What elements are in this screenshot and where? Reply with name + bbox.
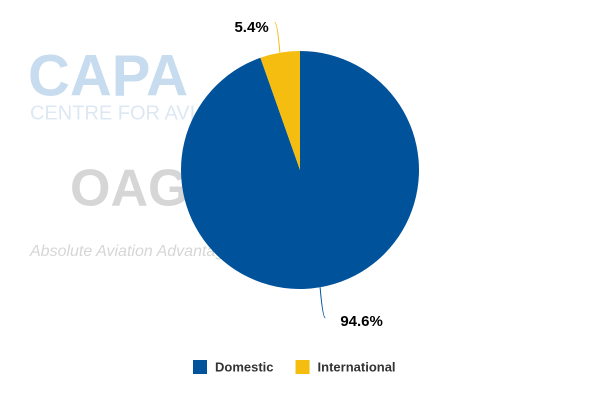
leader-line	[319, 287, 326, 319]
data-label: 94.6%	[340, 313, 383, 330]
legend-swatch	[295, 360, 310, 374]
legend-swatch	[193, 360, 207, 374]
leader-line	[274, 21, 281, 53]
watermark: Absolute Aviation Advantage	[29, 243, 233, 260]
data-label: 5.4%	[234, 19, 268, 36]
legend-label: Domestic	[215, 359, 274, 374]
pie-slice	[260, 51, 300, 170]
legend-label: International	[318, 359, 396, 374]
watermark: OAG	[70, 160, 188, 218]
watermark: CAPA	[28, 43, 188, 108]
